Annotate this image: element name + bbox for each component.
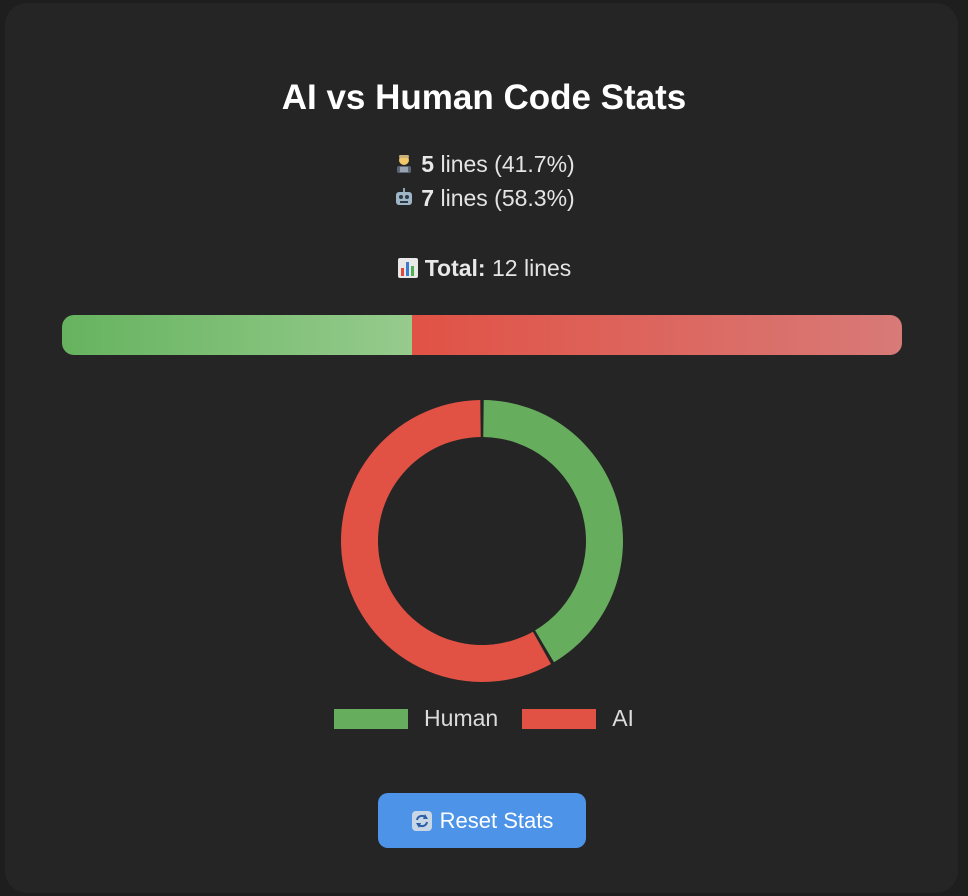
- reset-stats-label: Reset Stats: [439, 807, 554, 833]
- ratio-bar: [62, 315, 902, 355]
- donut-slice-ai[interactable]: [340, 400, 552, 682]
- donut-chart-svg: [340, 400, 623, 682]
- legend-item-ai[interactable]: AI: [522, 705, 634, 732]
- stats-panel: [5, 3, 958, 893]
- human-stat: 5 lines (41.7%): [0, 150, 968, 178]
- ratio-bar-ai: [412, 315, 902, 355]
- legend-label-human: Human: [424, 705, 499, 731]
- bar-chart-icon: [397, 258, 418, 278]
- total-lines-text: 12 lines: [485, 255, 572, 281]
- human-lines-text: lines (41.7%): [434, 151, 575, 177]
- legend-swatch-ai: [522, 708, 597, 729]
- legend-label-ai: AI: [612, 705, 634, 731]
- page-title: AI vs Human Code Stats: [281, 78, 687, 117]
- total-label: Total:: [424, 255, 486, 281]
- ai-lines-text: lines (58.3%): [434, 185, 575, 211]
- chart-legend: Human AI: [0, 705, 968, 732]
- technologist-icon: [397, 155, 412, 173]
- legend-item-human[interactable]: Human: [334, 705, 498, 732]
- human-count: 5: [421, 151, 435, 177]
- robot-icon: [396, 188, 413, 205]
- reset-stats-button[interactable]: Reset Stats: [378, 793, 586, 848]
- donut-slice-human[interactable]: [483, 400, 623, 663]
- ai-stat: 7 lines (58.3%): [0, 184, 968, 212]
- donut-chart: [332, 391, 632, 691]
- refresh-icon: [411, 810, 432, 831]
- legend-swatch-human: [334, 708, 409, 729]
- ratio-bar-human: [62, 315, 412, 355]
- ai-count: 7: [421, 185, 435, 211]
- total-stat: Total: 12 lines: [0, 254, 968, 282]
